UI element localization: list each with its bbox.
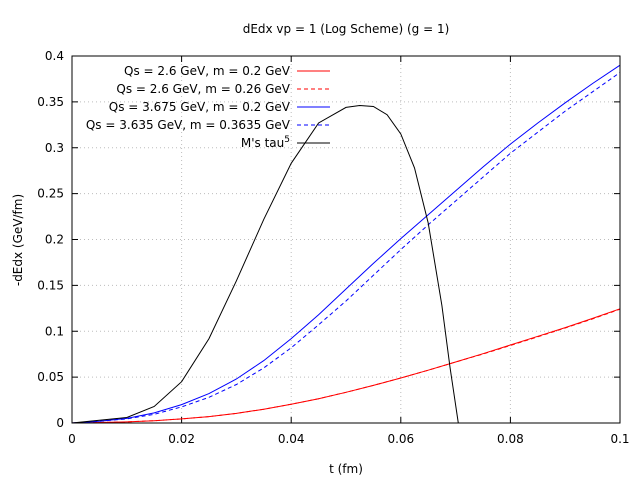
x-tick-label: 0 xyxy=(68,432,76,446)
x-axis-label: t (fm) xyxy=(329,462,363,476)
y-tick-label: 0.25 xyxy=(37,187,64,201)
legend-label-text: Qs = 3.675 GeV, m = 0.2 GeV xyxy=(109,100,291,114)
legend-label-text: Qs = 2.6 GeV, m = 0.2 GeV xyxy=(124,64,291,78)
y-tick-label: 0.15 xyxy=(37,278,64,292)
y-tick-label: 0.1 xyxy=(45,324,64,338)
axis-ticks: 0 0.02 0.04 0.06 0.08 0.1 0 0.05 0.1 0.15 0.2 0.25 0… xyxy=(37,49,629,446)
legend-label-superscript: 5 xyxy=(284,135,290,145)
legend-label-2: Qs = 2.6 GeV, m = 0.26 GeV xyxy=(116,82,290,96)
series-group xyxy=(71,64,621,424)
y-tick-label: 0 xyxy=(56,416,64,430)
y-tick-label: 0.35 xyxy=(37,95,64,109)
x-tick-label: 0.04 xyxy=(278,432,305,446)
series-line-2 xyxy=(71,308,621,424)
y-axis-label: -dEdx (GeV/fm) xyxy=(11,194,25,286)
legend-label-text: Qs = 3.635 GeV, m = 0.3635 GeV xyxy=(86,118,291,132)
series-line-3 xyxy=(71,64,621,424)
legend-label-text: Qs = 2.6 GeV, m = 0.26 GeV xyxy=(116,82,290,96)
series-line-4 xyxy=(71,72,621,424)
legend-label-text: M's tau xyxy=(241,136,284,150)
legend-label-3: Qs = 3.675 GeV, m = 0.2 GeV xyxy=(109,100,291,114)
legend-label-4: Qs = 3.635 GeV, m = 0.3635 GeV xyxy=(86,118,291,132)
legend-label-1: Qs = 2.6 GeV, m = 0.2 GeV xyxy=(124,64,291,78)
chart-title: dEdx vp = 1 (Log Scheme) (g = 1) xyxy=(243,22,450,36)
y-tick-label: 0.3 xyxy=(45,141,64,155)
plot-frame xyxy=(71,55,621,424)
x-tick-label: 0.08 xyxy=(497,432,524,446)
x-tick-label: 0.1 xyxy=(610,432,629,446)
x-tick-label: 0.06 xyxy=(387,432,414,446)
y-tick-label: 0.4 xyxy=(45,49,64,63)
grid xyxy=(72,56,620,423)
legend-label-5: M's tau5 xyxy=(241,135,290,150)
y-tick-label: 0.05 xyxy=(37,370,64,384)
series-line-5 xyxy=(71,104,459,424)
x-tick-label: 0.02 xyxy=(168,432,195,446)
legend: Qs = 2.6 GeV, m = 0.2 GeV Qs = 2.6 GeV, m… xyxy=(86,64,330,150)
y-tick-label: 0.2 xyxy=(45,233,64,247)
